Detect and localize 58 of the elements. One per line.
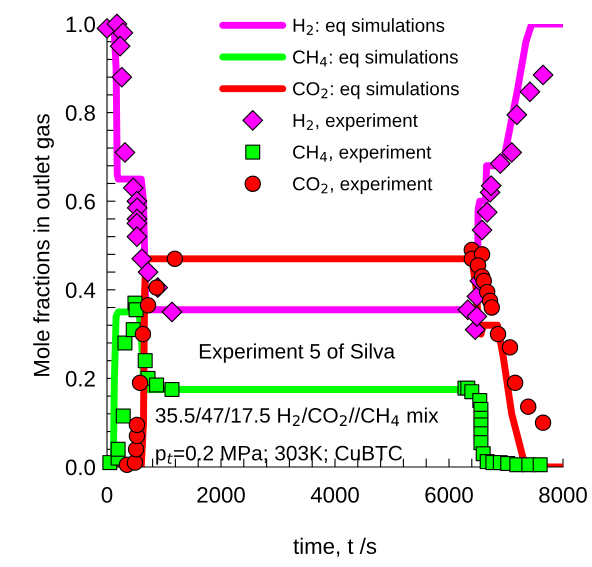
legend-label: H$_{2}$: eq simulations xyxy=(294,18,444,36)
point xyxy=(131,248,152,270)
point xyxy=(506,104,528,126)
y-tick-label: 0.2 xyxy=(66,370,95,387)
point xyxy=(484,299,500,316)
point xyxy=(480,175,502,196)
legend-label: CH$_{4}$, experiment xyxy=(293,144,432,162)
legend-label: H$_{2}$, experiment xyxy=(294,113,418,131)
legend-label: CH$_{4}$: eq simulations xyxy=(293,50,458,68)
y-tick-label: 1.0 xyxy=(66,16,96,32)
point xyxy=(466,306,488,327)
annotation: p$_{t}$=0.2 MPa; 303K; CuBTC xyxy=(156,446,402,465)
y-tick-label: 0.0 xyxy=(66,460,96,476)
x-tick-label: 2000 xyxy=(197,487,245,503)
point xyxy=(110,442,126,457)
y-tick-label: 0.8 xyxy=(66,105,95,121)
point xyxy=(506,374,524,392)
point xyxy=(501,142,522,163)
y-tick-label: 0.6 xyxy=(66,194,95,210)
x-tick-label: 4000 xyxy=(310,487,359,503)
y-axis-title: Mole fractions in outlet gas xyxy=(33,114,54,376)
legend-label: CO$_{2}$, experiment xyxy=(293,176,432,194)
point xyxy=(111,66,132,88)
x-tick-label: 0 xyxy=(102,487,112,503)
point xyxy=(116,408,131,424)
point xyxy=(138,353,153,368)
point xyxy=(532,457,548,472)
annotation: 35.5/47/17.5 H$_{2}$/CO$_{2}$//CH$_{4}$ mix xyxy=(156,407,438,426)
point xyxy=(132,374,148,392)
x-tick-label: 8000 xyxy=(539,487,587,503)
point xyxy=(166,250,184,267)
point xyxy=(520,81,540,102)
point xyxy=(134,326,152,342)
point xyxy=(126,226,148,248)
x-tick-label: 6000 xyxy=(425,487,473,503)
point xyxy=(114,142,136,163)
point xyxy=(138,262,158,282)
point xyxy=(532,64,554,86)
point xyxy=(140,297,156,314)
point xyxy=(502,339,518,356)
point xyxy=(164,382,180,397)
point xyxy=(126,454,144,471)
point xyxy=(534,414,552,431)
point xyxy=(520,398,536,415)
x-axis-title: time, t /s xyxy=(293,538,376,557)
point xyxy=(149,378,164,393)
point xyxy=(128,441,144,458)
point xyxy=(472,220,492,240)
legend-label: CO$_{2}$: eq simulations xyxy=(293,82,459,100)
point xyxy=(162,302,182,322)
point xyxy=(490,326,506,342)
point xyxy=(476,202,498,223)
point xyxy=(110,36,130,57)
annotation: Experiment 5 of Silva xyxy=(200,343,396,363)
point xyxy=(128,416,146,434)
point xyxy=(490,153,511,174)
y-tick-label: 0.4 xyxy=(66,282,96,298)
point xyxy=(117,335,132,350)
